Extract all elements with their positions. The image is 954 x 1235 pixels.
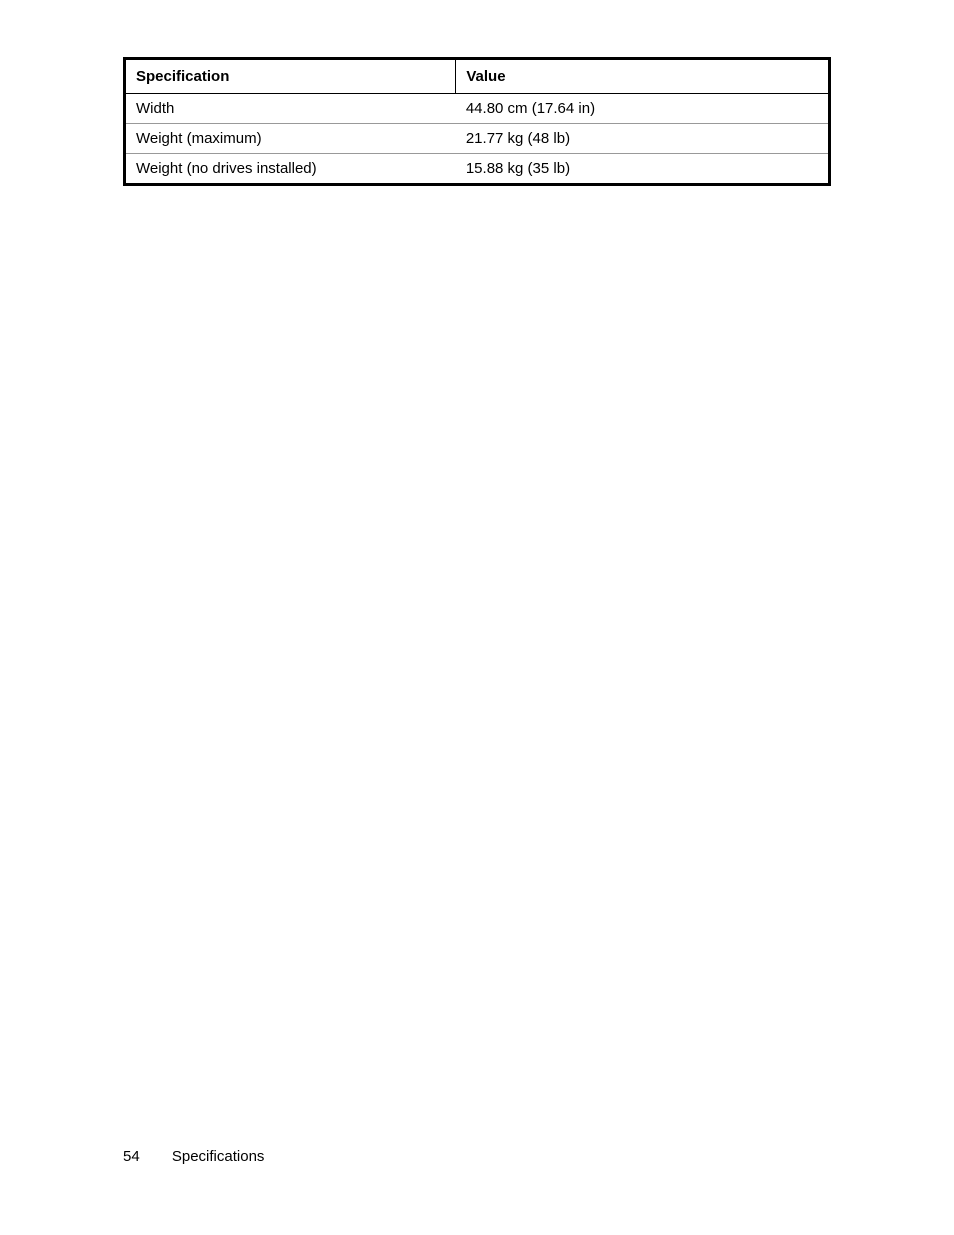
spec-label: Weight (no drives installed) bbox=[125, 154, 456, 185]
table-row: Weight (no drives installed) 15.88 kg (3… bbox=[125, 154, 830, 185]
spec-value: 21.77 kg (48 lb) bbox=[456, 124, 830, 154]
footer-section-title: Specifications bbox=[172, 1148, 265, 1165]
spec-label: Width bbox=[125, 94, 456, 124]
spec-value: 44.80 cm (17.64 in) bbox=[456, 94, 830, 124]
spec-label: Weight (maximum) bbox=[125, 124, 456, 154]
table-row: Width 44.80 cm (17.64 in) bbox=[125, 94, 830, 124]
page-footer: 54 Specifications bbox=[123, 1148, 264, 1165]
page-content: Specification Value Width 44.80 cm (17.6… bbox=[0, 0, 954, 186]
column-header-specification: Specification bbox=[125, 59, 456, 94]
table-row: Weight (maximum) 21.77 kg (48 lb) bbox=[125, 124, 830, 154]
spec-value: 15.88 kg (35 lb) bbox=[456, 154, 830, 185]
column-header-value: Value bbox=[456, 59, 830, 94]
table-header-row: Specification Value bbox=[125, 59, 830, 94]
specifications-table: Specification Value Width 44.80 cm (17.6… bbox=[123, 57, 831, 186]
page-number: 54 bbox=[123, 1148, 140, 1165]
